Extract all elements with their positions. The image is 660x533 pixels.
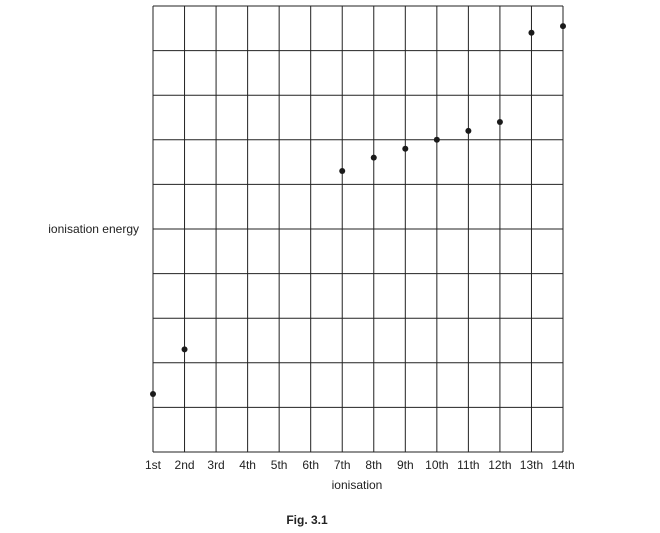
x-tick-label: 12th <box>488 458 511 472</box>
data-point <box>465 127 472 134</box>
x-tick-label: 10th <box>425 458 448 472</box>
x-tick-label: 6th <box>302 458 319 472</box>
data-points <box>150 23 566 398</box>
data-point <box>402 145 409 152</box>
x-tick-label: 9th <box>397 458 414 472</box>
x-tick-label: 4th <box>239 458 256 472</box>
x-tick-label: 2nd <box>175 458 195 472</box>
data-point <box>150 391 156 398</box>
y-axis-label: ionisation energy <box>48 222 139 236</box>
data-point <box>496 118 503 125</box>
data-point <box>528 29 535 36</box>
x-tick-label: 14th <box>551 458 574 472</box>
data-point <box>339 168 346 175</box>
data-point <box>433 136 440 143</box>
data-point <box>370 154 377 161</box>
x-axis-label: ionisation <box>332 478 383 492</box>
x-tick-label: 13th <box>520 458 543 472</box>
plot-grid <box>152 5 564 453</box>
x-tick-label: 7th <box>334 458 351 472</box>
x-tick-label: 3rd <box>207 458 224 472</box>
figure-caption: Fig. 3.1 <box>286 513 328 527</box>
data-point <box>181 346 188 353</box>
data-point <box>560 23 566 30</box>
x-tick-label: 5th <box>271 458 288 472</box>
x-tick-label: 8th <box>365 458 382 472</box>
x-tick-labels: 1st 2nd 3rd 4th 5th 6th 7th 8th 9th 10th 11th 12th 1… <box>145 458 575 472</box>
x-tick-label: 11th <box>457 458 479 472</box>
x-tick-label: 1st <box>145 458 162 472</box>
